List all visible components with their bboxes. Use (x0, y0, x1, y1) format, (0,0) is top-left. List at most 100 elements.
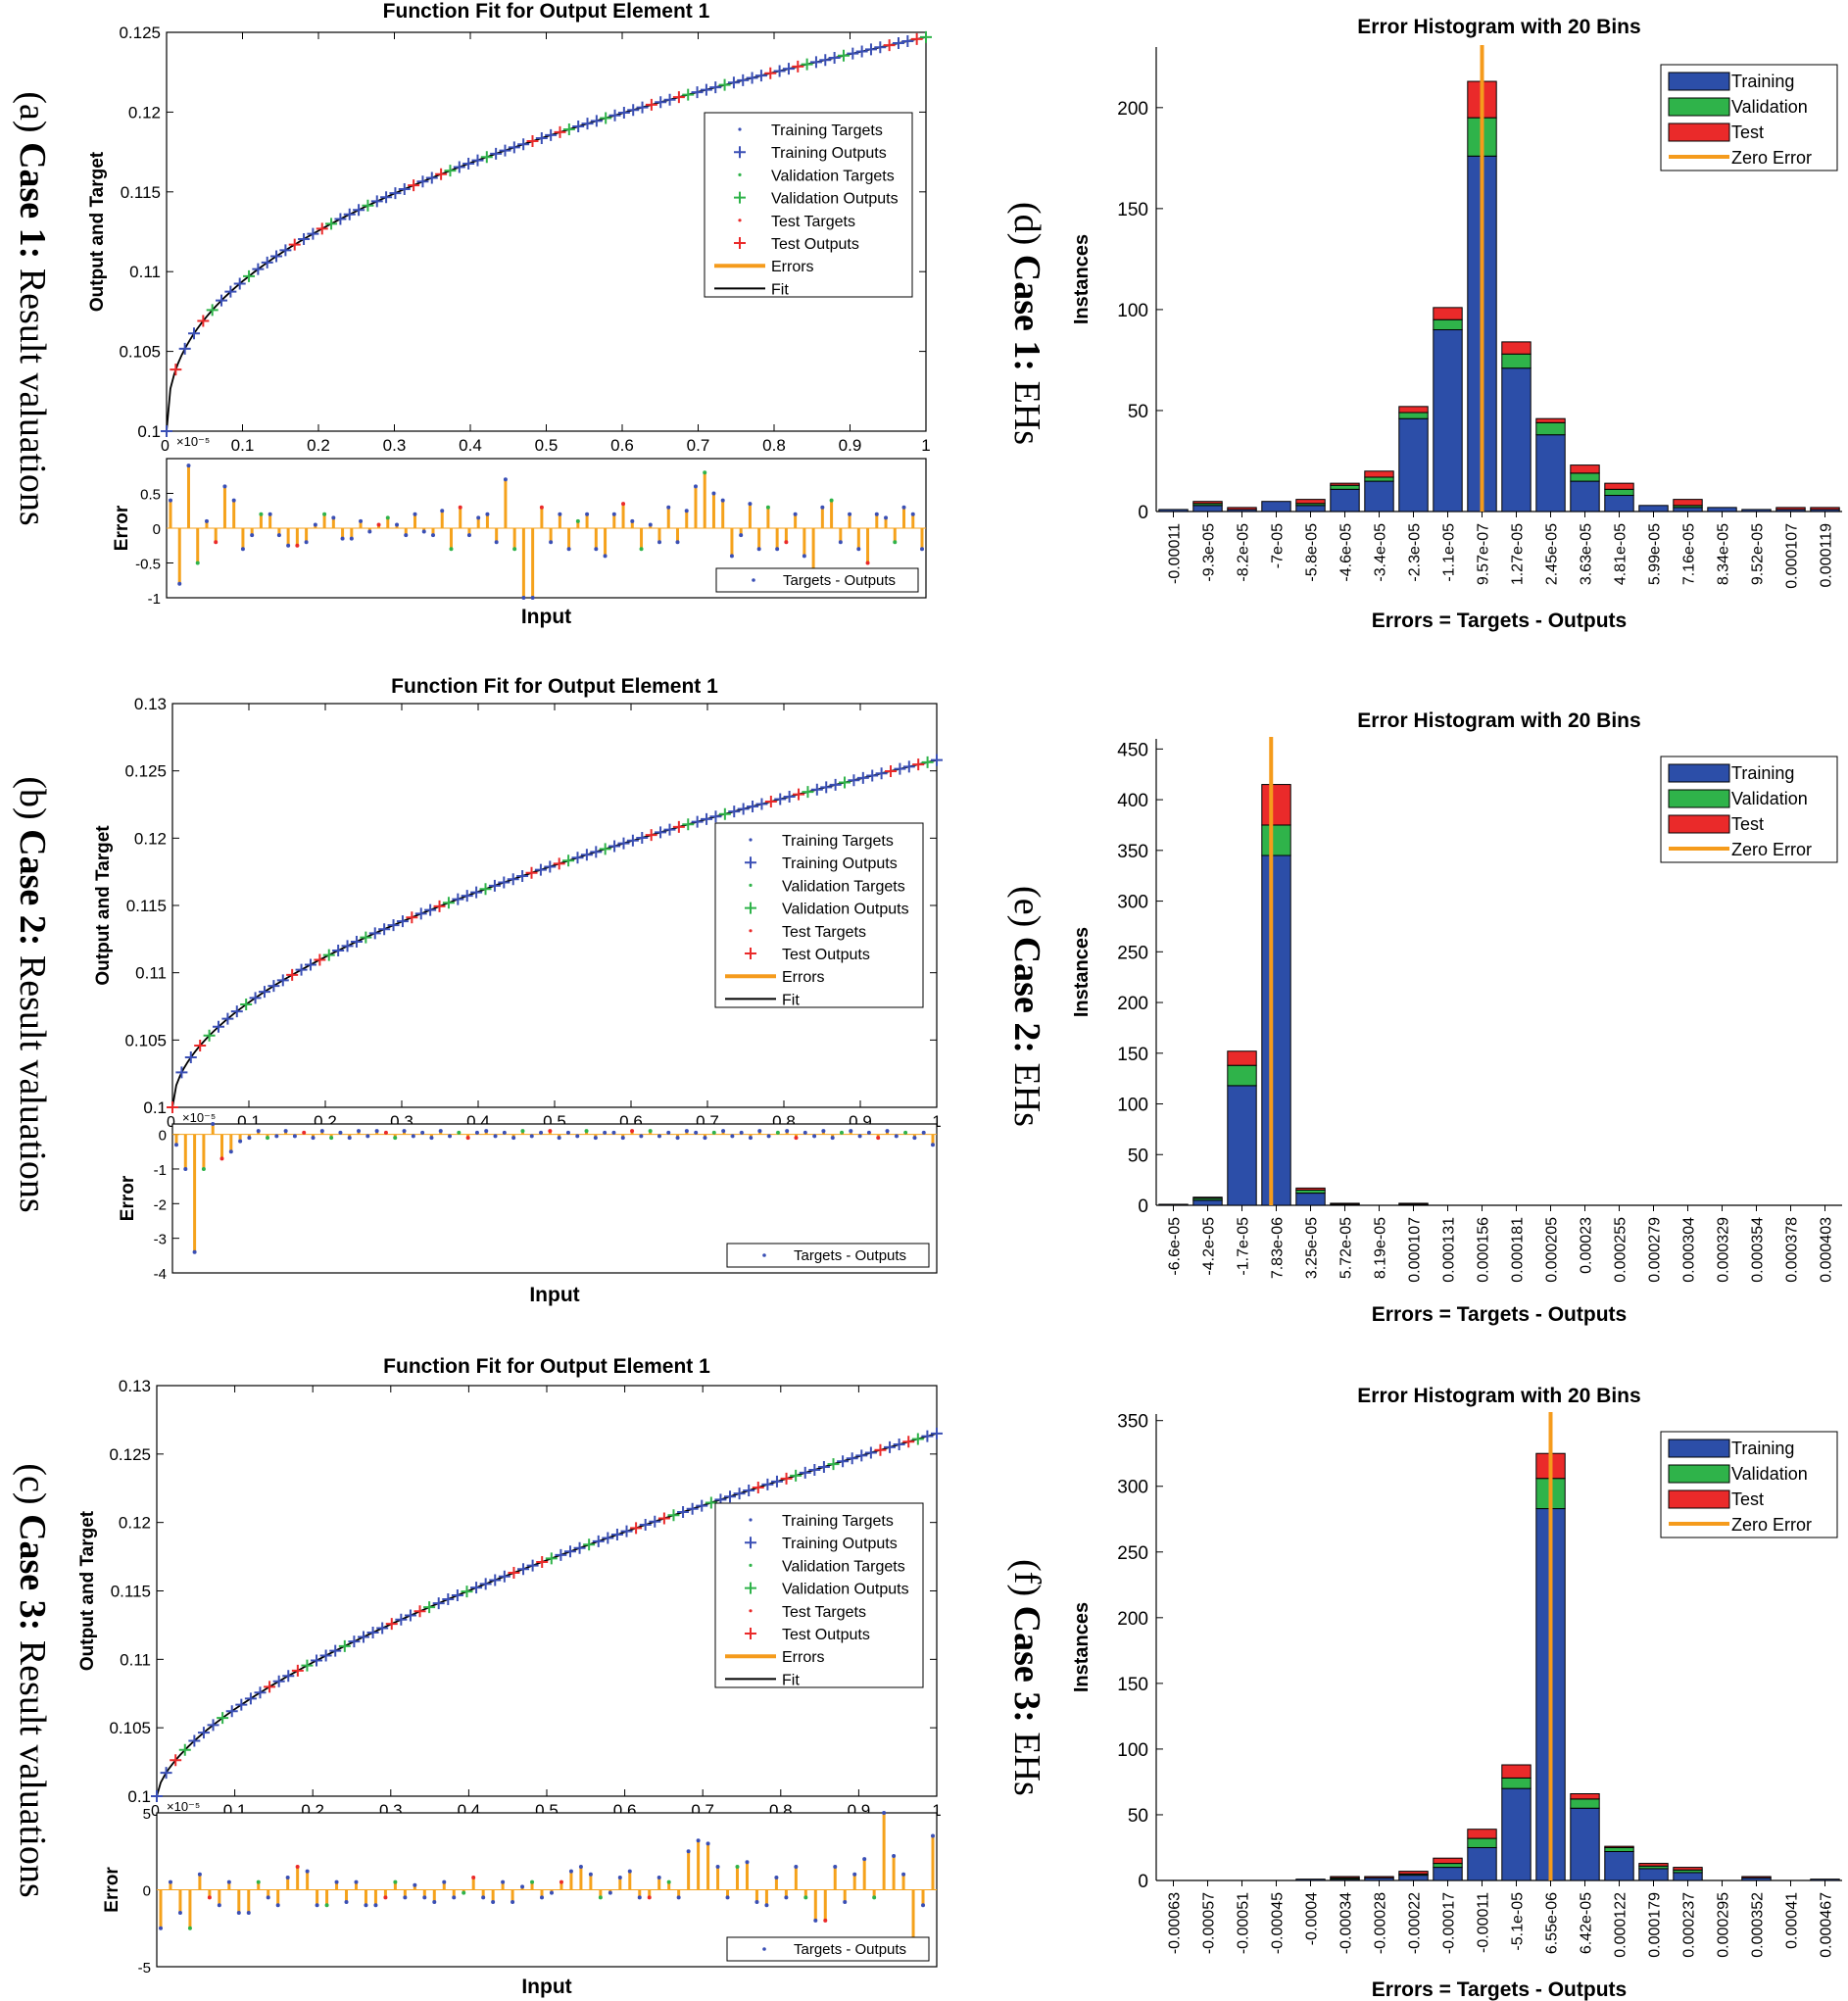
x-tick-label: 0.000354 (1750, 1217, 1767, 1283)
output-marker (535, 131, 548, 144)
y-tick-label: 250 (1117, 1543, 1148, 1564)
x-tick-label: 0.000279 (1647, 1217, 1664, 1283)
y-axis-label: Output and Target (77, 1510, 98, 1671)
error-point (471, 1875, 476, 1879)
error-point (903, 1130, 908, 1135)
output-marker (451, 1589, 463, 1602)
bar-training (1295, 1193, 1326, 1206)
y-tick-label: 150 (1117, 1675, 1148, 1695)
output-marker (837, 49, 850, 62)
x-axis-label: Errors = Targets - Outputs (1372, 610, 1627, 632)
output-marker (350, 935, 363, 948)
output-marker (709, 810, 722, 823)
side-label-text-hist-1: (e) Case 2: EHs (1006, 886, 1047, 1127)
y-tick-label: 200 (1117, 1609, 1148, 1630)
bar-training (1261, 501, 1291, 512)
fit-legend: Training Targets Training Outputs Validati… (714, 822, 924, 1008)
output-marker (626, 834, 639, 847)
error-point (711, 1130, 716, 1135)
error-point (286, 543, 291, 548)
output-marker (194, 1039, 207, 1051)
output-marker (258, 986, 270, 999)
error-point (620, 1136, 625, 1141)
output-marker (267, 980, 280, 993)
bar-validation (1398, 412, 1429, 419)
output-marker (902, 760, 915, 773)
output-marker (655, 826, 667, 839)
side-label-case: Case 2: (12, 829, 53, 946)
x-tick-label: 0.000329 (1716, 1217, 1732, 1283)
x-axis-label: Input (521, 606, 571, 628)
output-marker (724, 1490, 737, 1503)
output-marker (224, 285, 237, 298)
bar-validation (1227, 1064, 1257, 1087)
output-marker (343, 208, 356, 220)
output-marker (733, 1488, 746, 1500)
error-point (725, 1895, 730, 1900)
output-marker (240, 999, 253, 1011)
error-point (627, 1869, 632, 1874)
y-tick-label: -1 (154, 1162, 167, 1179)
output-marker (562, 854, 575, 867)
output-marker (755, 798, 768, 810)
bar-validation (1467, 1837, 1497, 1848)
error-point (830, 1136, 835, 1141)
bar-training (1604, 1851, 1634, 1881)
error-point (246, 1911, 251, 1916)
x-tick-label: 0.9 (839, 436, 862, 455)
x-tick-label: -5.8e-05 (1304, 523, 1321, 582)
legend-swatch (734, 191, 746, 204)
output-marker (366, 1626, 379, 1638)
error-point (256, 1129, 261, 1134)
output-marker (489, 1574, 502, 1586)
y-tick-label: 0.125 (119, 24, 161, 42)
error-point (231, 498, 236, 503)
error-point (686, 1849, 691, 1854)
error-point (338, 1130, 343, 1135)
x-tick-label: -0.00011 (1167, 523, 1184, 584)
legend-label: Validation Outputs (782, 1582, 909, 1598)
output-marker (747, 801, 759, 813)
y-tick-label: 450 (1117, 740, 1148, 760)
error-point (420, 1130, 425, 1135)
x-tick-label: 5.72e-05 (1338, 1217, 1355, 1279)
output-marker (620, 1525, 633, 1537)
error-point (876, 1136, 881, 1141)
x-tick-label: 0.6 (610, 436, 634, 455)
error-point (784, 1895, 789, 1900)
output-marker (252, 263, 265, 275)
output-marker (322, 949, 335, 961)
error-point (520, 1884, 525, 1889)
y-tick-label: 0.13 (119, 1377, 151, 1395)
output-marker (599, 843, 611, 855)
x-tick-label: 0.3 (383, 436, 407, 455)
output-marker (639, 1519, 652, 1532)
output-marker (571, 852, 584, 864)
error-point (283, 1129, 288, 1134)
bar-test (1433, 1857, 1463, 1865)
output-marker (837, 1455, 850, 1468)
x-tick-label: -0.00028 (1373, 1892, 1389, 1954)
y-axis-label: Instances (1071, 234, 1093, 324)
bar-test (1604, 1845, 1634, 1848)
x-tick-label: 1 (921, 436, 930, 455)
legend-label: Validation (1731, 789, 1808, 808)
bar-test (1673, 1867, 1703, 1871)
error-panel-1: Error -4 -3 -2 -1 0 Targets - Outputs Input (118, 1122, 938, 1306)
output-marker (636, 101, 649, 114)
error-point (684, 509, 689, 513)
error-point (566, 547, 571, 552)
error-point (501, 1879, 506, 1884)
y-tick-label: -0.5 (135, 557, 161, 573)
bar-test (1364, 470, 1394, 478)
error-point (228, 1149, 233, 1154)
y-tick-label: 100 (1117, 301, 1148, 321)
error-point (491, 1900, 496, 1905)
error-point (696, 1838, 701, 1843)
bar-training (1604, 495, 1634, 512)
legend-label: Test (1731, 1489, 1764, 1509)
side-label-case: Case 1: (12, 142, 53, 259)
error-point (211, 1122, 216, 1126)
error-point (393, 1136, 398, 1141)
error-legend-box (726, 1936, 930, 1962)
